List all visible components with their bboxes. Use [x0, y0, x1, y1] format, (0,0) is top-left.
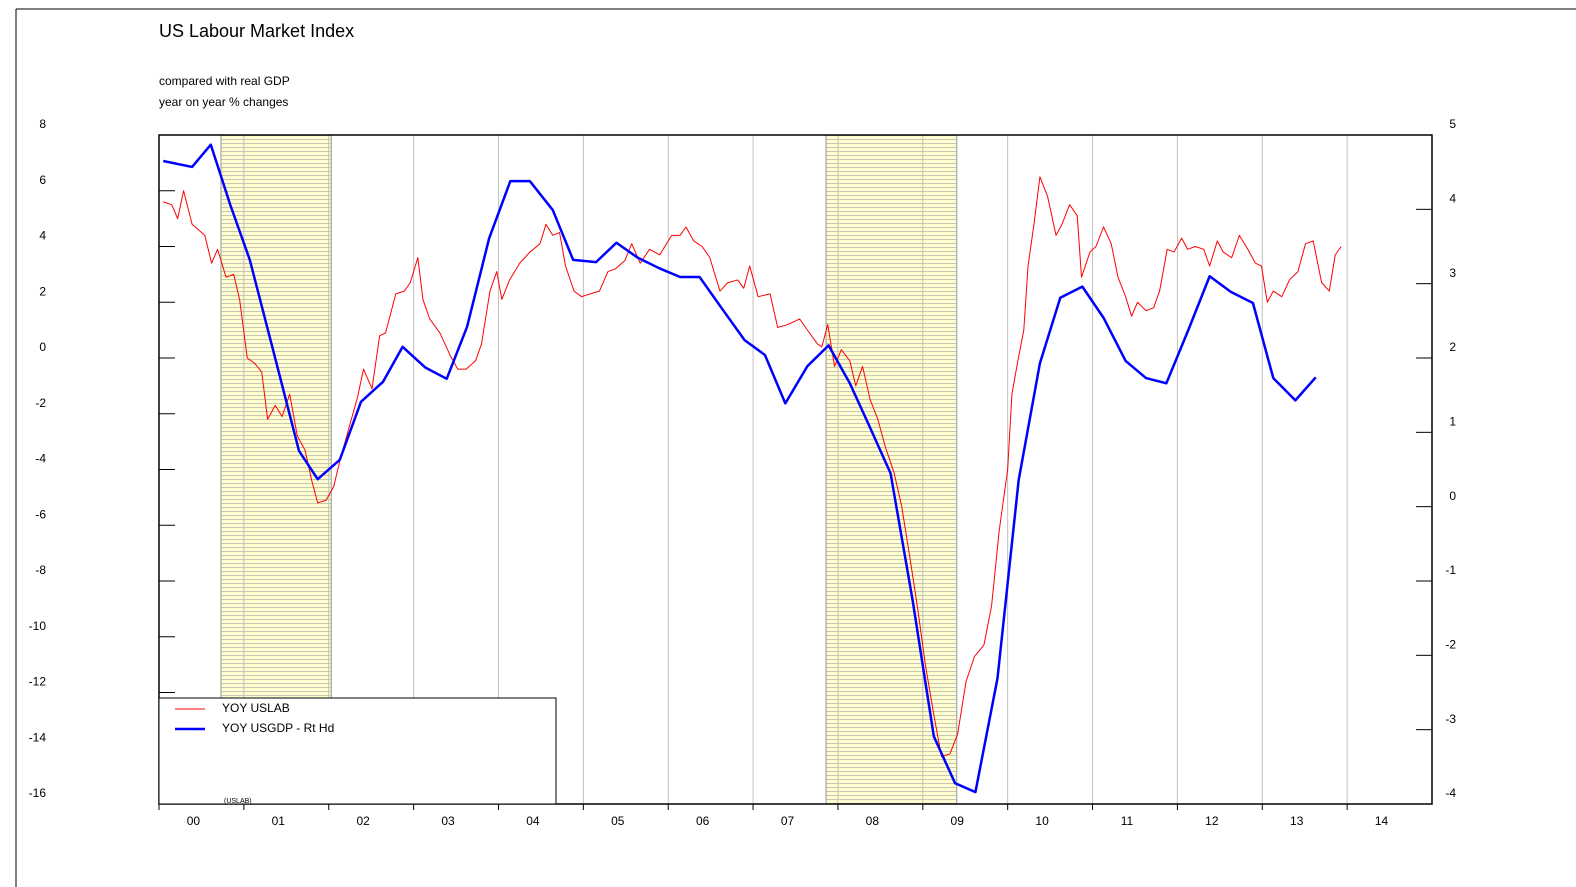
legend-label: YOY USGDP - Rt Hd: [222, 721, 334, 735]
subtitle: year on year % changes: [159, 95, 288, 109]
y-tick-label: -12: [29, 675, 47, 689]
y-tick-label: -14: [29, 730, 47, 744]
x-tick-label: 00: [187, 814, 201, 828]
series-line: [162, 143, 1317, 794]
x-tick-label: 13: [1290, 814, 1304, 828]
y2-tick-label: 3: [1449, 266, 1456, 280]
series-line: [163, 176, 1342, 758]
y-tick-label: -10: [29, 619, 47, 633]
x-tick-label: 05: [611, 814, 625, 828]
chart-title: US Labour Market Index: [159, 21, 354, 41]
y-tick-label: 4: [39, 229, 46, 243]
x-tick-label: 09: [951, 814, 965, 828]
y2-tick-label: 1: [1449, 415, 1456, 429]
axes-layer: 00 01 02 03 04 05 06 07 08 09 10 11 12 13 1486420-2-4-…: [29, 117, 1457, 828]
y-tick-label: -2: [35, 396, 46, 410]
y-tick-label: -16: [29, 786, 47, 800]
y2-tick-label: 5: [1449, 117, 1456, 131]
shaded-region: [825, 134, 958, 805]
x-tick-label: 11: [1121, 814, 1134, 828]
legend-label: YOY USLAB: [222, 701, 290, 715]
x-tick-label: 04: [526, 814, 540, 828]
y-tick-label: 8: [39, 117, 46, 131]
y2-tick-label: 4: [1449, 192, 1456, 206]
y2-tick-label: 2: [1449, 340, 1456, 354]
x-tick-label: 06: [696, 814, 710, 828]
y2-tick-label: 0: [1449, 489, 1456, 503]
y-tick-label: -6: [35, 507, 46, 521]
y-tick-label: 2: [39, 284, 46, 298]
x-tick-label: 02: [356, 814, 370, 828]
legend: YOY USLAB YOY USGDP - Rt Hd: [158, 697, 557, 805]
y2-tick-label: -2: [1445, 638, 1456, 652]
x-tick-label: 01: [272, 814, 286, 828]
series-layer: [162, 143, 1342, 794]
y-tick-label: 0: [39, 340, 46, 354]
shaded-region: [220, 134, 332, 805]
x-tick-label: 12: [1205, 814, 1219, 828]
annotation: (USLAB): [224, 798, 252, 805]
y2-tick-label: -4: [1445, 786, 1456, 800]
legend-box: [158, 697, 557, 805]
y2-tick-label: -3: [1445, 712, 1456, 726]
x-tick-label: 08: [866, 814, 880, 828]
x-tick-label: 03: [441, 814, 455, 828]
y2-tick-label: -1: [1445, 563, 1456, 577]
x-tick-label: 07: [781, 814, 795, 828]
x-tick-label: 14: [1375, 814, 1389, 828]
x-tick-label: 10: [1035, 814, 1049, 828]
subtitle: compared with real GDP: [159, 74, 290, 88]
y-tick-label: -8: [35, 563, 46, 577]
y-tick-label: -4: [35, 452, 46, 466]
shading-layer: [220, 134, 958, 805]
y-tick-label: 6: [39, 173, 46, 187]
